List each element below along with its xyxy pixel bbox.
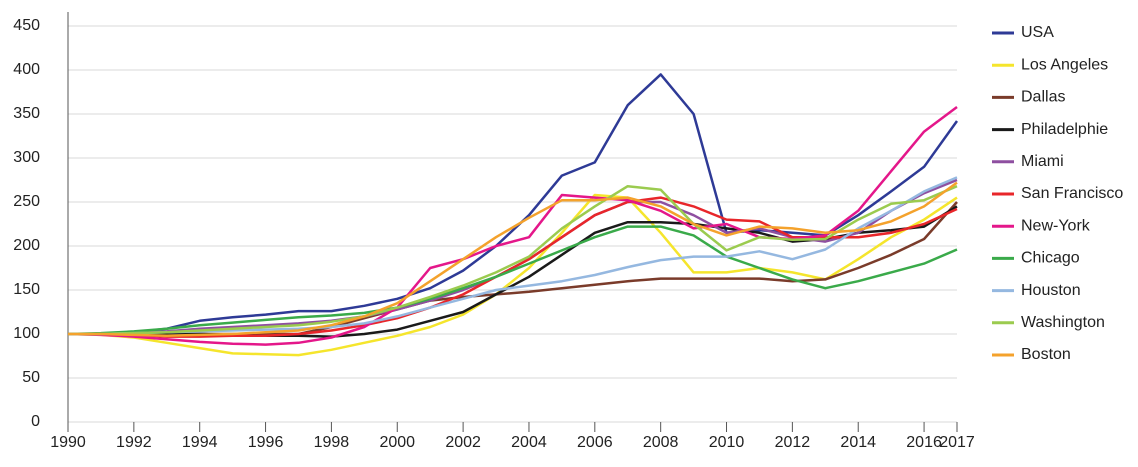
line-series [67, 225, 958, 336]
legend-label: San Francisco [1021, 185, 1123, 202]
y-tick-label: 300 [13, 149, 40, 166]
legend-label: Boston [1021, 346, 1071, 363]
x-tick-label: 2008 [643, 434, 679, 451]
x-tick-label: 1990 [50, 434, 86, 451]
y-tick-label: 250 [13, 193, 40, 210]
legend-label: Washington [1021, 314, 1105, 331]
legend-label: Dallas [1021, 89, 1065, 106]
x-tick-label: 2006 [577, 434, 613, 451]
y-tick-label: 100 [13, 325, 40, 342]
line-series [68, 176, 958, 336]
x-tick-label: 1994 [182, 434, 218, 451]
line-series [68, 73, 959, 336]
legend-label: USA [1021, 24, 1054, 41]
y-tick-label: 0 [31, 413, 40, 430]
x-tick-label: 2016 [906, 434, 942, 451]
x-tick-label: 1998 [314, 434, 350, 451]
y-tick-label: 50 [22, 369, 40, 386]
y-tick-label: 200 [13, 237, 40, 254]
legend-label: Miami [1021, 153, 1064, 170]
y-tick-label: 350 [13, 105, 40, 122]
line-series [67, 193, 958, 357]
y-tick-label: 400 [13, 61, 40, 78]
line-series [68, 178, 958, 336]
line-series [68, 181, 958, 338]
x-tick-label: 2010 [709, 434, 745, 451]
x-tick-label: 2014 [840, 434, 876, 451]
x-tick-label: 2000 [379, 434, 415, 451]
legend-label: Chicago [1021, 250, 1080, 267]
y-tick-label: 450 [13, 17, 40, 34]
line-series [68, 196, 958, 338]
x-tick-label: 2004 [511, 434, 547, 451]
x-tick-label: 2017 [939, 434, 975, 451]
legend-label: Philadelphie [1021, 121, 1108, 138]
x-tick-label: 2012 [775, 434, 811, 451]
x-tick-label: 1992 [116, 434, 152, 451]
legend-label: Los Angeles [1021, 56, 1108, 73]
y-tick-label: 150 [13, 281, 40, 298]
line-series [68, 184, 958, 336]
legend-label: New-York [1021, 217, 1091, 234]
x-tick-label: 2002 [445, 434, 481, 451]
line-series [67, 105, 958, 346]
x-tick-label: 1996 [248, 434, 284, 451]
legend-label: Houston [1021, 282, 1081, 299]
